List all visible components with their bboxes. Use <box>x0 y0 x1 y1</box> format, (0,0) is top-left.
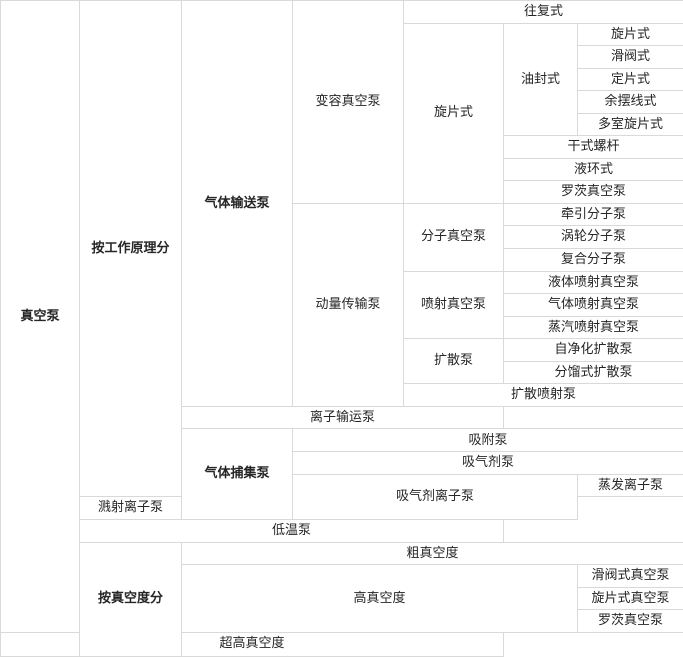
cell-molecular-vacuum-pump: 分子真空泵 <box>404 203 504 271</box>
cell-drag-molecular-pump: 牵引分子泵 <box>504 203 683 226</box>
cell-liquid-ejector-vacuum-pump: 液体喷射真空泵 <box>504 271 683 294</box>
cell-gas-ejector-vacuum-pump: 气体喷射真空泵 <box>504 294 683 317</box>
cell-oil-sealed: 油封式 <box>504 23 578 136</box>
cell-high-vacuum-rotary-vane-pump: 旋片式真空泵 <box>578 587 683 610</box>
cell-rotary-vane-branch: 旋片式 <box>404 23 504 203</box>
cell-high-vacuum: 高真空度 <box>182 565 578 633</box>
cell-roots-vacuum-pump: 罗茨真空泵 <box>504 181 683 204</box>
cell-getter-pump: 吸气剂泵 <box>293 452 683 475</box>
cell-self-purifying-diffusion-pump: 自净化扩散泵 <box>504 339 683 362</box>
cell-compound-molecular-pump: 复合分子泵 <box>504 249 683 272</box>
cell-sputter-ion-pump: 溅射离子泵 <box>80 497 182 520</box>
cell-high-vacuum-roots-pump: 罗茨真空泵 <box>578 610 683 633</box>
cell-adsorption-pump: 吸附泵 <box>293 429 683 452</box>
cell-family-gas-transfer-pump: 气体输送泵 <box>182 1 293 407</box>
cell-family-gas-capture-pump: 气体捕集泵 <box>182 429 293 520</box>
cell-turbo-molecular-pump: 涡轮分子泵 <box>504 226 683 249</box>
cell-oil-sealed-trochoid: 余摆线式 <box>578 91 683 114</box>
cell-root-vacuum-pump: 真空泵 <box>1 1 80 633</box>
table-row: 按真空度分 粗真空度 <box>1 542 683 565</box>
cell-steam-ejector-vacuum-pump: 蒸汽喷射真空泵 <box>504 316 683 339</box>
table-row: 真空泵 按工作原理分 气体输送泵 变容真空泵 往复式 <box>1 1 683 24</box>
cell-oil-sealed-rotary-vane: 旋片式 <box>578 23 683 46</box>
cell-ion-transport-pump: 离子输运泵 <box>182 406 504 429</box>
cell-getter-ion-pump: 吸气剂离子泵 <box>293 474 578 519</box>
cell-dry-screw: 干式螺杆 <box>504 136 683 159</box>
cell-liquid-ring: 液环式 <box>504 158 683 181</box>
cell-diffusion-pump: 扩散泵 <box>404 339 504 384</box>
cell-oil-sealed-stationary-vane: 定片式 <box>578 68 683 91</box>
cell-oil-sealed-multi-chamber: 多室旋片式 <box>578 113 683 136</box>
table-row: 低温泵 <box>1 520 683 543</box>
cell-group-momentum-transfer-pump: 动量传输泵 <box>293 203 404 406</box>
cell-oil-sealed-slide-valve: 滑阀式 <box>578 46 683 69</box>
cell-ejector-vacuum-pump: 喷射真空泵 <box>404 271 504 339</box>
table-row: 超高真空度 <box>1 632 683 656</box>
cell-method-by-working-principle: 按工作原理分 <box>80 1 182 497</box>
cell-rough-vacuum: 粗真空度 <box>182 542 683 565</box>
cell-high-vacuum-slide-valve-pump: 滑阀式真空泵 <box>578 565 683 588</box>
cell-cryo-pump: 低温泵 <box>80 520 504 543</box>
cell-diffusion-ejector-pump: 扩散喷射泵 <box>404 384 683 407</box>
cell-ultra-high-vacuum: 超高真空度 <box>1 632 504 656</box>
cell-fractionating-diffusion-pump: 分馏式扩散泵 <box>504 361 683 384</box>
cell-evaporation-ion-pump: 蒸发离子泵 <box>578 474 683 497</box>
cell-group-positive-displacement-pump: 变容真空泵 <box>293 1 404 204</box>
cell-reciprocating: 往复式 <box>404 1 683 24</box>
